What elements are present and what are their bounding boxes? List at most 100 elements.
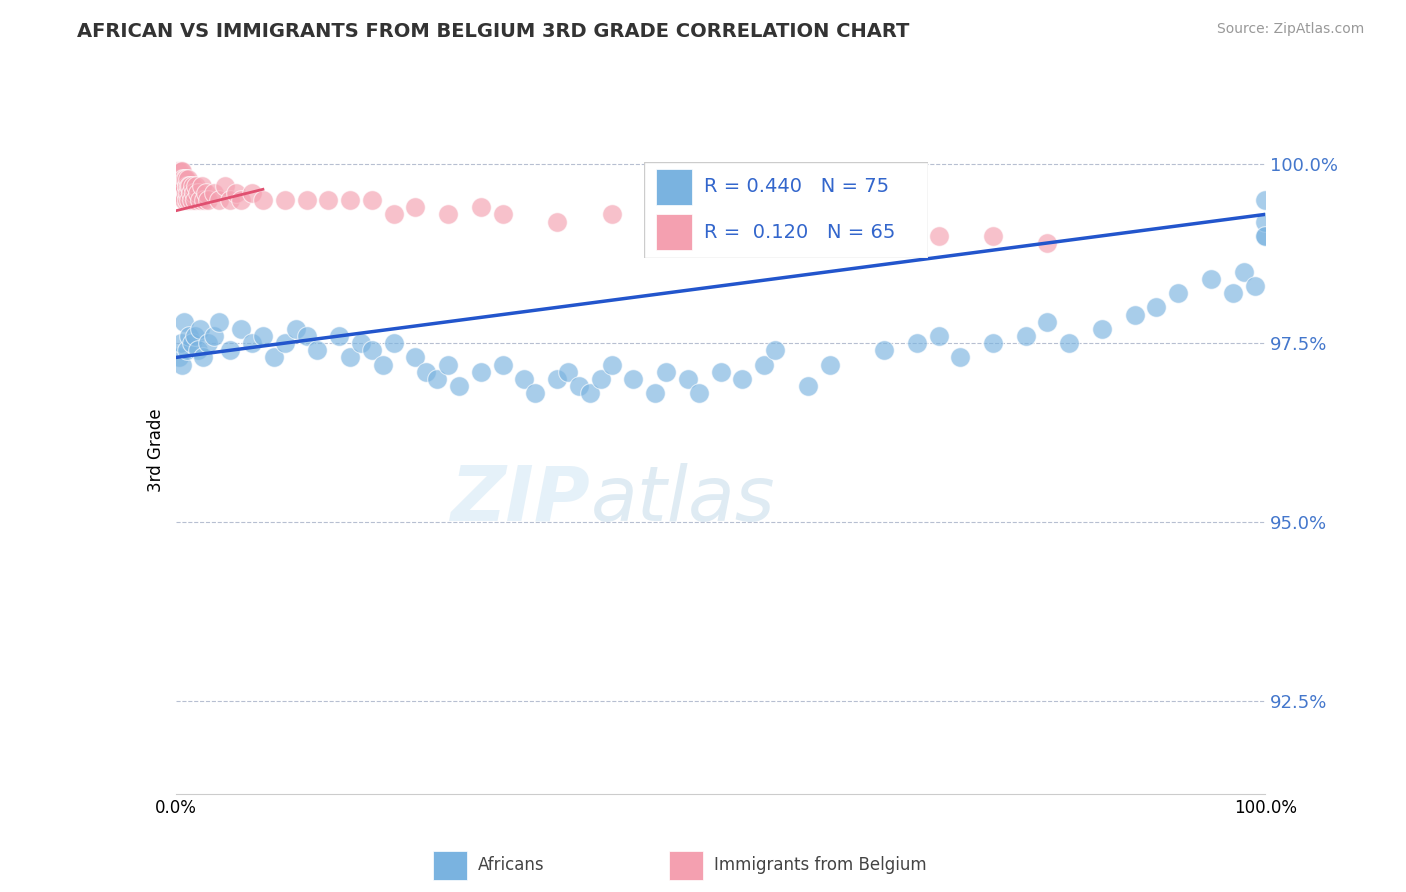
Point <box>1222 286 1244 301</box>
Point <box>763 221 786 235</box>
Point <box>818 358 841 372</box>
Point <box>589 372 612 386</box>
Point <box>274 336 297 351</box>
Point <box>513 372 536 386</box>
Point <box>415 365 437 379</box>
Point <box>1243 279 1265 293</box>
Point <box>339 193 361 207</box>
Point <box>170 178 193 193</box>
Point <box>405 351 427 365</box>
Point <box>174 171 197 186</box>
Point <box>181 336 204 351</box>
Point <box>172 358 194 372</box>
Point <box>295 329 318 343</box>
Text: R = 0.440   N = 75: R = 0.440 N = 75 <box>704 178 889 196</box>
Point <box>328 329 350 343</box>
Point <box>177 186 200 200</box>
Point <box>1254 214 1277 228</box>
Point <box>274 193 297 207</box>
Point <box>214 178 236 193</box>
Point <box>763 343 786 358</box>
Point <box>177 178 200 193</box>
Point <box>546 372 568 386</box>
Point <box>231 322 253 336</box>
Point <box>1015 329 1038 343</box>
Point <box>167 178 190 193</box>
Point <box>1036 235 1059 250</box>
Point <box>568 379 591 393</box>
Point <box>754 358 776 372</box>
FancyBboxPatch shape <box>655 214 693 251</box>
Point <box>710 365 733 379</box>
Point <box>208 193 231 207</box>
Point <box>177 329 200 343</box>
Point <box>470 365 492 379</box>
Point <box>225 186 247 200</box>
Point <box>195 186 218 200</box>
Point <box>181 193 204 207</box>
Point <box>1254 228 1277 243</box>
Point <box>676 372 699 386</box>
Point <box>644 386 666 401</box>
Point <box>167 164 190 178</box>
Point <box>188 322 211 336</box>
Point <box>295 193 318 207</box>
Point <box>405 200 427 214</box>
Text: ZIP: ZIP <box>451 463 591 536</box>
Point <box>169 171 191 186</box>
Point <box>797 379 820 393</box>
Point <box>307 343 329 358</box>
Point <box>579 386 602 401</box>
Point <box>177 171 200 186</box>
Point <box>179 178 201 193</box>
Point <box>167 171 190 186</box>
Point <box>202 329 225 343</box>
Point <box>191 178 214 193</box>
Point <box>1254 193 1277 207</box>
Point <box>173 178 195 193</box>
Point <box>186 178 208 193</box>
Point <box>1091 322 1114 336</box>
Point <box>170 171 193 186</box>
Point <box>1167 286 1189 301</box>
Point <box>873 343 896 358</box>
Point <box>426 372 449 386</box>
Point <box>818 228 841 243</box>
Point <box>240 336 263 351</box>
Point <box>173 193 195 207</box>
Point <box>1036 315 1059 329</box>
Point <box>252 193 274 207</box>
Point <box>180 186 202 200</box>
Point <box>284 322 307 336</box>
Point <box>318 193 340 207</box>
Point <box>492 207 515 221</box>
Point <box>173 315 195 329</box>
Point <box>176 193 198 207</box>
Point <box>447 379 470 393</box>
Point <box>524 386 547 401</box>
Point <box>655 365 678 379</box>
Point <box>263 351 285 365</box>
Point <box>688 386 710 401</box>
Text: atlas: atlas <box>591 463 775 536</box>
Text: AFRICAN VS IMMIGRANTS FROM BELGIUM 3RD GRADE CORRELATION CHART: AFRICAN VS IMMIGRANTS FROM BELGIUM 3RD G… <box>77 22 910 41</box>
Point <box>219 193 242 207</box>
Point <box>172 164 194 178</box>
Point <box>193 193 215 207</box>
Point <box>1123 308 1146 322</box>
Point <box>240 186 263 200</box>
Text: Source: ZipAtlas.com: Source: ZipAtlas.com <box>1216 22 1364 37</box>
Point <box>437 207 460 221</box>
Point <box>371 358 394 372</box>
Point <box>361 193 384 207</box>
Point <box>470 200 492 214</box>
Point <box>174 186 197 200</box>
Point <box>928 329 950 343</box>
FancyBboxPatch shape <box>669 851 703 880</box>
Point <box>557 365 579 379</box>
Point <box>1199 271 1222 285</box>
Point <box>600 207 623 221</box>
Point <box>176 178 198 193</box>
Point <box>184 329 207 343</box>
Point <box>219 343 242 358</box>
